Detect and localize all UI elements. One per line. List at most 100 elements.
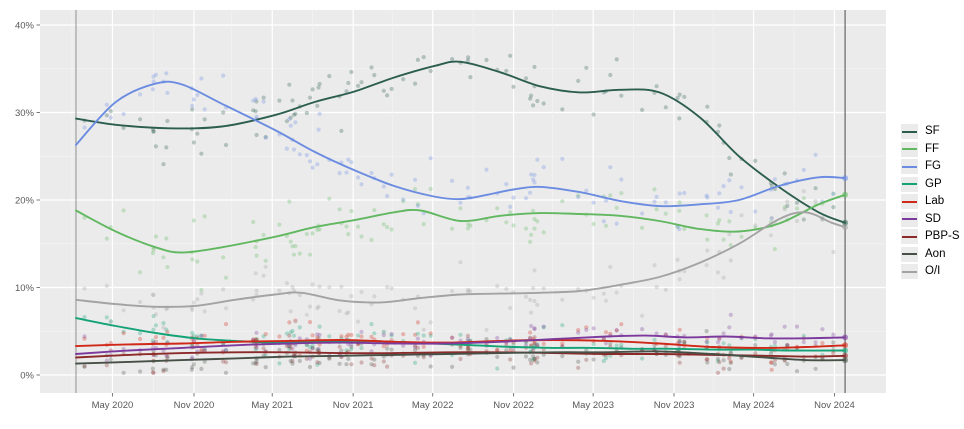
poll-dot-O/I: [508, 305, 513, 311]
poll-dot-GP: [458, 332, 463, 337]
poll-dot-SD: [532, 327, 537, 332]
poll-dot-SF: [339, 128, 344, 133]
poll-dot-SF: [654, 84, 659, 89]
poll-dot-FF: [290, 244, 295, 249]
poll-dot-SF: [813, 186, 818, 191]
poll-dot-Aon: [831, 340, 836, 345]
poll-dot-SF: [484, 57, 489, 63]
poll-dot-Aon: [389, 347, 394, 352]
legend-item-FG: FG: [901, 158, 960, 176]
poll-dot-GP: [601, 358, 606, 364]
poll-dot-Aon: [253, 361, 258, 366]
election-result-dot-Aon: [842, 357, 849, 364]
poll-dot-FF: [287, 199, 292, 204]
poll-dot-GP: [705, 340, 710, 345]
poll-dot-Aon: [753, 343, 758, 348]
poll-dot-SF: [504, 68, 509, 73]
poll-dot-Aon: [199, 366, 204, 371]
poll-dot-FG: [385, 194, 390, 199]
poll-dot-Lab: [381, 344, 386, 349]
poll-dot-Lab: [288, 345, 293, 350]
poll-dot-O/I: [495, 284, 500, 289]
poll-dot-FG: [415, 203, 420, 208]
election-result-dot-SF: [842, 219, 849, 226]
poll-dot-FG: [677, 227, 682, 232]
poll-dot-Aon: [317, 360, 322, 366]
poll-dot-GP: [199, 333, 204, 338]
poll-dot-Lab: [528, 330, 533, 335]
poll-dot-O/I: [161, 325, 166, 330]
poll-dot-SF: [381, 88, 386, 93]
poll-dot-SD: [495, 335, 500, 341]
poll-dot-FF: [495, 206, 500, 211]
legend-label-PBP-S: PBP-S: [925, 230, 960, 242]
poll-dot-FG: [349, 160, 354, 165]
poll-dot-FG: [753, 209, 758, 214]
poll-dot-Aon: [682, 339, 687, 344]
poll-dot-Aon: [277, 347, 282, 352]
poll-dot-PBP-S: [359, 360, 364, 365]
poll-dot-SD: [535, 343, 540, 348]
poll-dot-GP: [153, 323, 158, 328]
poll-dot-FF: [560, 199, 565, 204]
poll-dot-SF: [121, 125, 126, 130]
poll-dot-FG: [705, 195, 710, 200]
poll-dot-SD: [254, 330, 259, 335]
poll-dot-SF: [727, 155, 732, 161]
poll-dot-Aon: [254, 359, 259, 364]
poll-dot-FG: [82, 125, 87, 130]
poll-dot-SF: [532, 64, 537, 70]
poll-dot-Lab: [421, 344, 426, 349]
y-tick-label: 10%: [15, 283, 35, 294]
poll-dot-GP: [535, 342, 540, 347]
poll-dot-SF: [591, 112, 596, 117]
poll-dot-FF: [315, 227, 320, 232]
poll-dot-SF: [277, 98, 282, 103]
poll-dot-Lab: [82, 336, 87, 341]
poll-dot-FF: [529, 232, 534, 237]
poll-dot-O/I: [603, 298, 609, 303]
poll-dot-SF: [359, 80, 364, 85]
legend-line-swatch-PBP-S: [902, 235, 917, 238]
poll-dot-FF: [191, 218, 196, 223]
poll-dot-PBP-S: [287, 333, 292, 338]
poll-dot-SD: [307, 356, 313, 361]
poll-dot-GP: [677, 339, 682, 344]
poll-dot-FG: [603, 198, 609, 203]
poll-dot-FG: [310, 165, 315, 170]
poll-dot-FF: [288, 239, 293, 244]
poll-dot-O/I: [349, 294, 354, 299]
election-result-dot-O/I: [842, 224, 849, 231]
chart-legend: SF FF FG GP Lab SD PBP-S Aon O/I: [901, 123, 960, 281]
poll-dot-Aon: [705, 360, 710, 365]
poll-dot-Lab: [344, 334, 349, 339]
poll-dot-FG: [704, 193, 709, 198]
poll-dot-SD: [381, 333, 386, 338]
poll-dot-PBP-S: [304, 356, 309, 361]
poll-dot-Lab: [153, 335, 158, 340]
poll-dot-Aon: [189, 367, 194, 372]
poll-dot-SF: [794, 200, 800, 205]
poll-dot-Lab: [161, 335, 166, 340]
poll-dot-FG: [465, 185, 470, 190]
poll-dot-SD: [401, 343, 406, 348]
poll-dot-SF: [261, 95, 266, 100]
poll-dot-SF: [640, 107, 645, 112]
poll-dot-Aon: [190, 365, 195, 370]
poll-dot-FF: [153, 234, 158, 239]
poll-dot-Lab: [820, 341, 825, 346]
poll-dot-FF: [528, 239, 533, 244]
poll-dot-FF: [608, 193, 613, 198]
y-tick-label: 40%: [15, 21, 35, 32]
poll-dot-FF: [150, 251, 155, 256]
poll-dot-SF: [164, 145, 169, 150]
poll-dot-O/I: [677, 277, 682, 282]
poll-dot-GP: [304, 343, 309, 348]
poll-dot-FF: [715, 221, 721, 226]
poll-dot-Lab: [307, 320, 313, 325]
poll-dot-SF: [293, 111, 298, 116]
poll-dot-Aon: [532, 356, 537, 361]
x-tick-label: Nov 2023: [654, 400, 695, 411]
poll-dot-Lab: [560, 341, 565, 346]
poll-dot-Aon: [484, 337, 489, 342]
